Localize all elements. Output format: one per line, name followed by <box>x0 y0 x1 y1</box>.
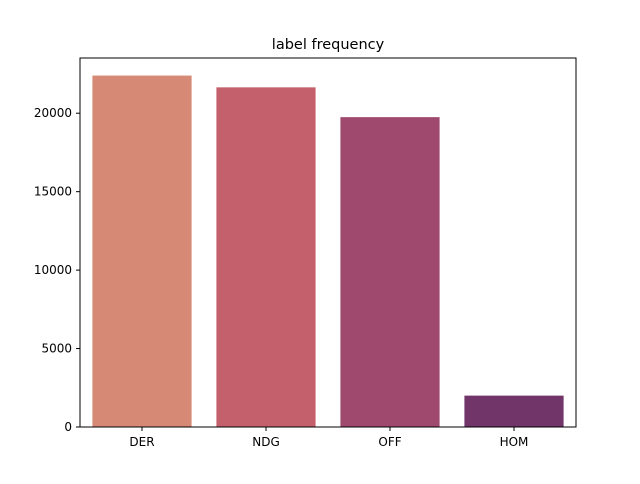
y-tick-label: 0 <box>64 420 72 434</box>
bar-ndg <box>216 87 316 427</box>
bars-layer <box>92 75 564 428</box>
axes-layer: DER NDG OFF HOM 0 5000 10000 15000 20000 <box>34 57 577 449</box>
y-tick-label: 10000 <box>34 263 72 277</box>
bar-hom <box>464 395 564 427</box>
x-tick-label: HOM <box>500 435 529 449</box>
bar-off <box>340 117 440 428</box>
x-tick-label: OFF <box>378 435 401 449</box>
y-tick-label: 5000 <box>41 342 72 356</box>
y-tick-label: 15000 <box>34 185 72 199</box>
axes-frame <box>79 57 577 428</box>
x-tick-label: NDG <box>252 435 280 449</box>
x-tick-label: DER <box>129 435 154 449</box>
bar-der <box>92 75 192 428</box>
y-tick-label: 20000 <box>34 106 72 120</box>
chart-title: label frequency <box>272 37 385 53</box>
